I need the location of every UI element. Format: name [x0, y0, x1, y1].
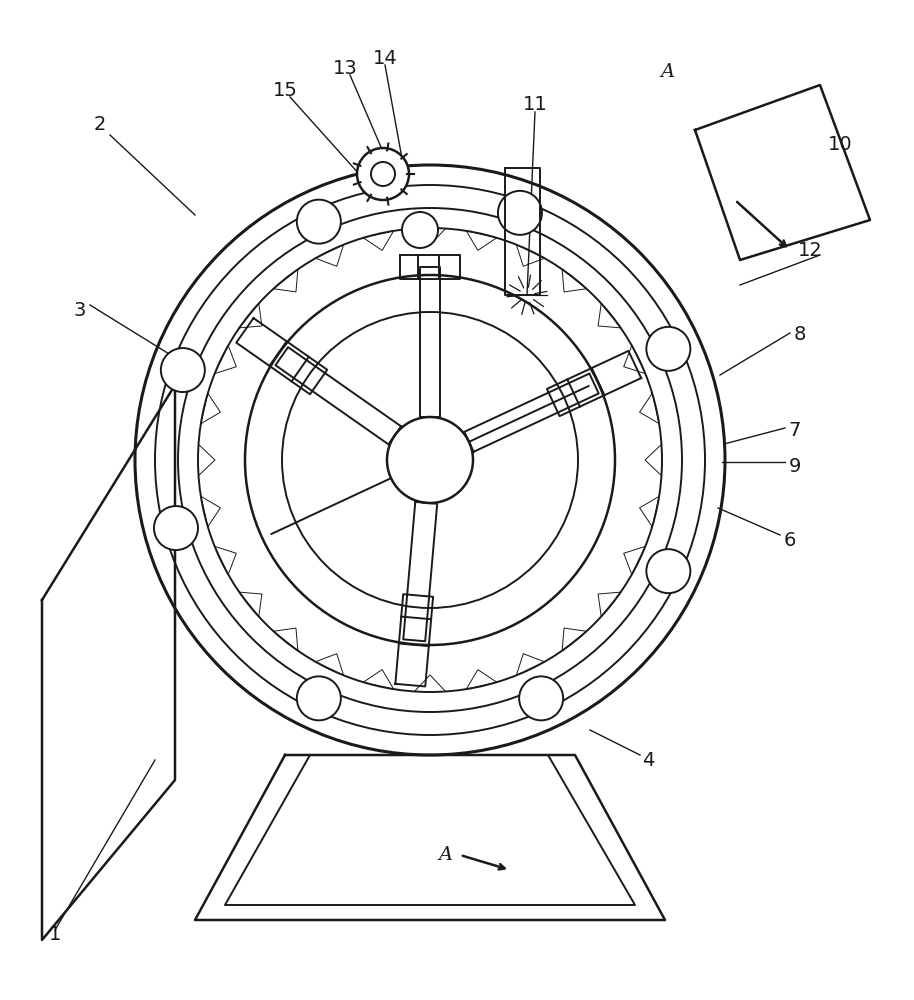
Text: 3: 3: [74, 300, 86, 320]
Text: 10: 10: [828, 135, 853, 154]
Text: A: A: [661, 63, 675, 81]
Circle shape: [297, 200, 341, 244]
Text: 6: 6: [784, 530, 796, 550]
Text: 4: 4: [642, 750, 654, 770]
Text: 1: 1: [48, 926, 61, 944]
Circle shape: [646, 327, 690, 371]
Text: 8: 8: [794, 326, 806, 344]
Text: 7: 7: [789, 420, 802, 440]
Text: 15: 15: [272, 81, 297, 100]
Circle shape: [519, 676, 563, 720]
Text: 9: 9: [789, 458, 802, 477]
Circle shape: [402, 212, 438, 248]
Circle shape: [357, 148, 409, 200]
Circle shape: [646, 549, 690, 593]
Circle shape: [154, 506, 198, 550]
Circle shape: [297, 676, 341, 720]
Text: 11: 11: [523, 96, 547, 114]
Text: 2: 2: [94, 115, 106, 134]
Text: 13: 13: [333, 58, 357, 78]
Circle shape: [498, 191, 542, 235]
Ellipse shape: [387, 417, 473, 503]
Circle shape: [161, 348, 205, 392]
Text: 12: 12: [798, 240, 823, 259]
Text: A: A: [439, 846, 453, 864]
Text: 14: 14: [373, 48, 398, 68]
